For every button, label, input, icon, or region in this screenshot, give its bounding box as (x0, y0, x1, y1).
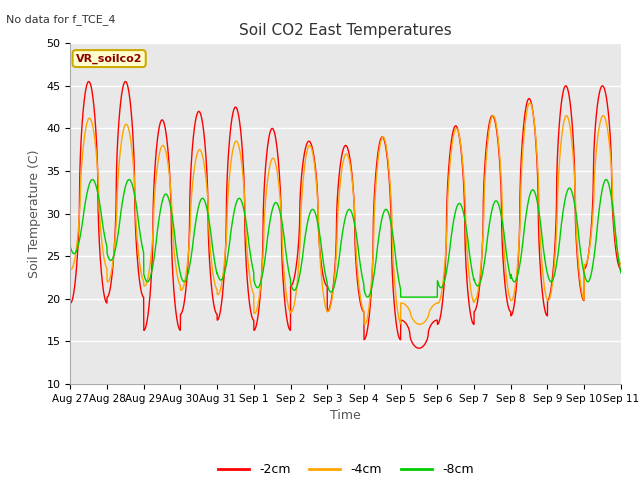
-4cm (416, 322, 424, 327)
-2cm (607, 135, 614, 141)
-4cm (617, 262, 625, 267)
-8cm (397, 294, 404, 300)
-8cm (67, 244, 74, 250)
-4cm (129, 160, 137, 166)
Title: Soil CO2 East Temperatures: Soil CO2 East Temperatures (239, 23, 452, 38)
-8cm (129, 185, 137, 191)
X-axis label: Time: Time (330, 409, 361, 422)
-4cm (547, 290, 555, 296)
-8cm (278, 216, 285, 222)
Line: -4cm: -4cm (70, 103, 621, 324)
-2cm (278, 244, 285, 250)
-2cm (617, 266, 625, 272)
-2cm (67, 300, 74, 306)
-2cm (415, 345, 423, 351)
-2cm (85, 79, 93, 84)
Y-axis label: Soil Temperature (C): Soil Temperature (C) (28, 149, 41, 278)
Line: -8cm: -8cm (70, 180, 621, 297)
-2cm (129, 141, 137, 146)
Legend: -2cm, -4cm, -8cm: -2cm, -4cm, -8cm (212, 458, 479, 480)
-2cm (301, 145, 309, 151)
-2cm (162, 130, 170, 136)
-2cm (547, 286, 555, 292)
-4cm (67, 266, 74, 272)
-4cm (162, 149, 170, 155)
-4cm (301, 158, 309, 164)
-4cm (278, 215, 285, 220)
-8cm (547, 279, 555, 285)
Text: No data for f_TCE_4: No data for f_TCE_4 (6, 14, 116, 25)
-4cm (526, 100, 534, 106)
Text: VR_soilco2: VR_soilco2 (76, 53, 143, 64)
-8cm (602, 177, 610, 182)
-8cm (607, 188, 614, 194)
-8cm (162, 191, 170, 197)
-4cm (607, 151, 614, 157)
Line: -2cm: -2cm (70, 82, 621, 348)
-8cm (301, 232, 309, 238)
-8cm (617, 270, 625, 276)
